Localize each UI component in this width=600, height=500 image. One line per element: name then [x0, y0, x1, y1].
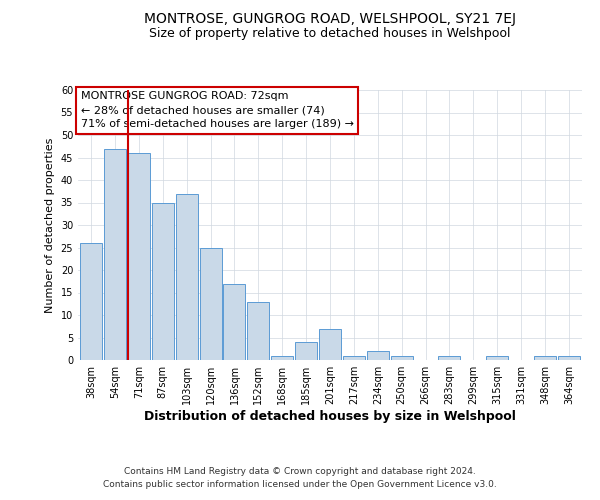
Bar — [104, 148, 126, 360]
Bar — [343, 356, 365, 360]
Text: Contains public sector information licensed under the Open Government Licence v3: Contains public sector information licen… — [103, 480, 497, 489]
Text: MONTROSE GUNGROG ROAD: 72sqm
← 28% of detached houses are smaller (74)
71% of se: MONTROSE GUNGROG ROAD: 72sqm ← 28% of de… — [80, 92, 353, 130]
Text: MONTROSE, GUNGROG ROAD, WELSHPOOL, SY21 7EJ: MONTROSE, GUNGROG ROAD, WELSHPOOL, SY21 … — [144, 12, 516, 26]
Bar — [223, 284, 245, 360]
X-axis label: Distribution of detached houses by size in Welshpool: Distribution of detached houses by size … — [144, 410, 516, 423]
Text: Contains HM Land Registry data © Crown copyright and database right 2024.: Contains HM Land Registry data © Crown c… — [124, 467, 476, 476]
Bar — [367, 351, 389, 360]
Bar — [128, 153, 150, 360]
Bar — [271, 356, 293, 360]
Bar — [200, 248, 221, 360]
Bar — [558, 356, 580, 360]
Bar — [391, 356, 413, 360]
Bar — [176, 194, 197, 360]
Bar — [152, 202, 174, 360]
Bar — [534, 356, 556, 360]
Bar — [439, 356, 460, 360]
Y-axis label: Number of detached properties: Number of detached properties — [45, 138, 55, 312]
Bar — [295, 342, 317, 360]
Bar — [486, 356, 508, 360]
Bar — [247, 302, 269, 360]
Text: Size of property relative to detached houses in Welshpool: Size of property relative to detached ho… — [149, 28, 511, 40]
Bar — [80, 243, 102, 360]
Bar — [319, 328, 341, 360]
